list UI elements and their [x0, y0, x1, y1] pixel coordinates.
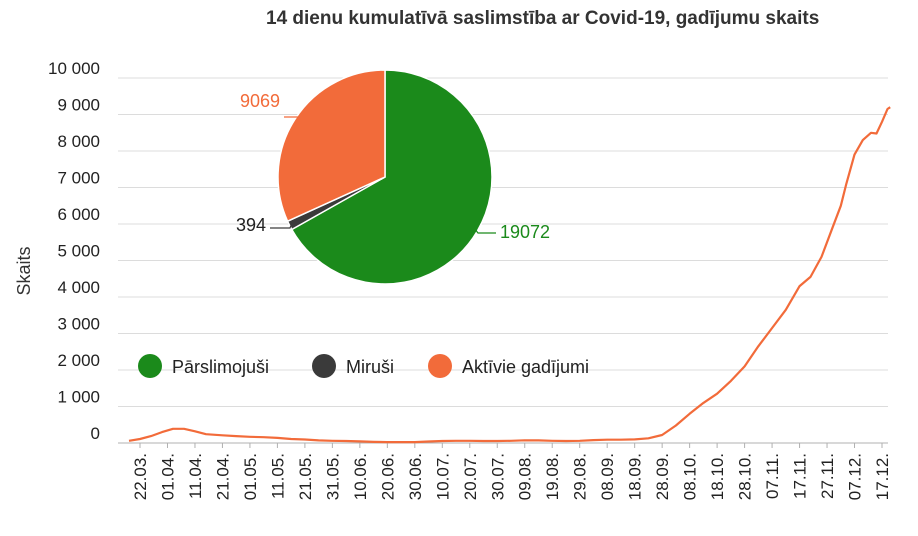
y-tick-label: 2 000 [57, 351, 100, 370]
inset-pie-chart: 19072 394 9069 [236, 69, 550, 285]
x-tick-label: 08.10. [681, 453, 700, 500]
y-tick-label: 10 000 [48, 59, 100, 78]
legend-swatch [312, 354, 336, 378]
pie-slice [290, 69, 493, 285]
x-tick-label: 11.05. [268, 453, 287, 499]
x-axis-ticks: 22.03. 01.04. 11.04. 21.04. 01.05. 11.05. 21.0… [131, 443, 892, 500]
y-tick-label: 0 [91, 424, 100, 443]
legend-label: Pārslimojuši [172, 357, 269, 377]
pie-value-label: 394 [236, 215, 266, 235]
y-tick-label: 5 000 [57, 242, 100, 261]
pie-value-label: 9069 [240, 91, 280, 111]
y-axis-label: Skaits [14, 246, 34, 295]
x-tick-label: 07.12. [846, 453, 865, 500]
x-tick-label: 01.05. [241, 453, 260, 500]
x-tick-label: 10.06. [351, 453, 370, 500]
y-axis-ticks: 0 1 000 2 000 3 000 4 000 5 000 6 000 7 000 8 00… [48, 59, 100, 443]
line-series-layer [128, 106, 891, 444]
y-tick-label: 4 000 [57, 278, 100, 297]
legend-swatch [428, 354, 452, 378]
x-tick-label: 17.12. [873, 453, 892, 500]
x-tick-label: 28.10. [736, 453, 755, 500]
x-tick-label: 07.11. [763, 453, 782, 499]
x-tick-label: 20.07. [461, 453, 480, 500]
pie-leader-line [284, 116, 299, 121]
x-tick-label: 21.04. [213, 453, 232, 500]
x-tick-label: 20.06. [378, 453, 397, 500]
y-tick-label: 9 000 [57, 96, 100, 115]
x-tick-label: 21.05. [296, 453, 315, 500]
legend-label: Aktīvie gadījumi [462, 357, 589, 377]
x-tick-label: 30.07. [488, 453, 507, 500]
x-tick-label: 08.09. [598, 453, 617, 500]
legend-label: Miruši [346, 357, 394, 377]
legend-swatch [138, 354, 162, 378]
y-tick-label: 6 000 [57, 205, 100, 224]
y-tick-label: 1 000 [57, 388, 100, 407]
x-tick-label: 22.03. [131, 453, 150, 500]
pie-slice [277, 69, 386, 223]
line-series [128, 106, 891, 444]
x-tick-label: 30.06. [406, 453, 425, 500]
x-tick-label: 10.07. [433, 453, 452, 500]
x-tick-label: 18.10. [708, 453, 727, 500]
y-tick-label: 7 000 [57, 169, 100, 188]
x-tick-label: 01.04. [158, 453, 177, 500]
x-tick-label: 11.04. [186, 453, 205, 499]
x-tick-label: 28.09. [653, 453, 672, 500]
x-tick-label: 18.09. [626, 453, 645, 500]
y-tick-label: 3 000 [57, 315, 100, 334]
x-tick-label: 29.08. [571, 453, 590, 500]
chart-title: 14 dienu kumulatīvā saslimstība ar Covid… [266, 8, 820, 29]
x-tick-label: 17.11. [791, 453, 810, 499]
pie-leader-line [270, 224, 292, 229]
pie-leader-line [475, 229, 496, 234]
x-tick-label: 09.08. [516, 453, 535, 500]
x-tick-label: 27.11. [818, 453, 837, 499]
grid-lines [118, 77, 888, 444]
x-tick-label: 31.05. [323, 453, 342, 500]
pie-value-label: 19072 [500, 222, 550, 242]
legend: Pārslimojuši Miruši Aktīvie gadījumi [138, 354, 589, 378]
x-tick-label: 19.08. [543, 453, 562, 500]
y-tick-label: 8 000 [57, 132, 100, 151]
